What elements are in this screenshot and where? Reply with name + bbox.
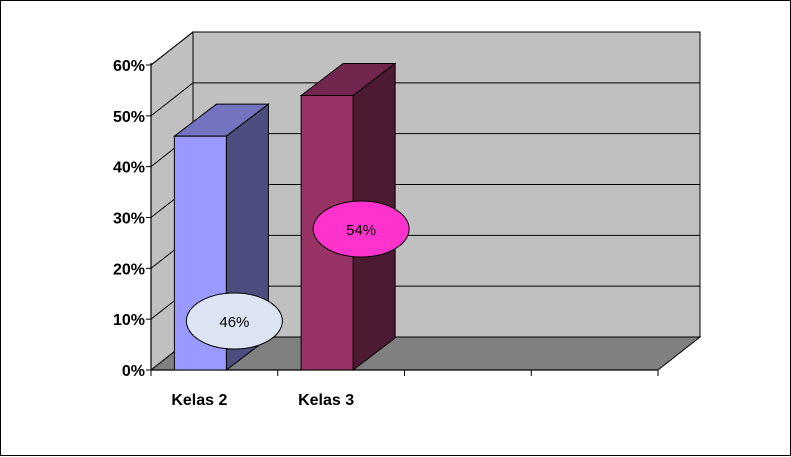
data-label-bubble: [312, 200, 410, 258]
y-tick-label: 20%: [113, 261, 145, 278]
y-tick-label: 0%: [122, 363, 145, 380]
data-label-2: 54%: [312, 200, 410, 258]
y-tick-label: 60%: [113, 58, 145, 75]
y-tick-labels: 0% 10% 20% 30% 40% 50% 60%: [113, 58, 145, 380]
data-label-text: 46%: [219, 314, 249, 331]
data-labels: 46% 54%: [185, 200, 410, 350]
data-label-text: 54%: [346, 222, 376, 239]
y-tick-label: 50%: [113, 109, 145, 126]
category-label: Kelas 2: [171, 392, 227, 409]
data-label-bubble: [185, 292, 283, 350]
y-tick-label: 40%: [113, 160, 145, 177]
category-label: Kelas 3: [298, 392, 354, 409]
y-tick-label: 30%: [113, 211, 145, 228]
y-tick-label: 10%: [113, 312, 145, 329]
gridline: [150, 82, 700, 117]
data-label-1: 46%: [185, 292, 283, 350]
axes: [146, 63, 659, 376]
category-labels: Kelas 2 Kelas 3: [171, 392, 354, 409]
gridline: [150, 31, 700, 66]
